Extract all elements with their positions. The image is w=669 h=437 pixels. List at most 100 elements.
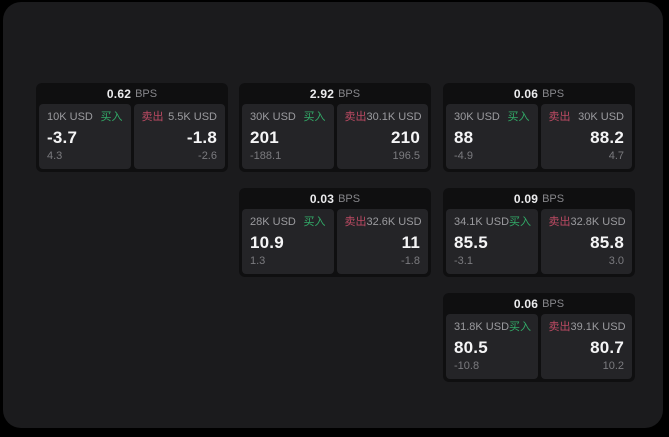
buy-quote-tile[interactable]: 10K USD 买入 -3.7 4.3 <box>39 104 131 169</box>
spread-value: 0.03 <box>309 191 335 206</box>
sell-side-label: 卖出 <box>344 216 367 228</box>
spread-unit: BPS <box>542 87 565 100</box>
sell-price: 11 <box>401 232 420 252</box>
quote-card: 0.62 BPS 10K USD 买入 -3.7 4.3 卖出 5.5K USD <box>36 83 228 172</box>
buy-delta: -188.1 <box>250 150 282 162</box>
buy-side-label: 买入 <box>509 321 532 333</box>
sell-tile-top: 卖出 30.1K USD <box>344 111 422 124</box>
sell-price: 80.7 <box>590 337 624 357</box>
quotes-board: 0.62 BPS 10K USD 买入 -3.7 4.3 卖出 5.5K USD <box>3 2 663 428</box>
quote-card: 0.06 BPS 31.8K USD 买入 80.5 -10.8 卖出 39.1… <box>443 293 635 382</box>
spread-header: 0.06 BPS <box>443 293 635 314</box>
spread-value: 0.62 <box>106 86 132 101</box>
sell-delta: 10.2 <box>602 360 624 372</box>
buy-side-label: 买入 <box>509 216 532 228</box>
spread-unit: BPS <box>135 87 158 100</box>
quote-card: 0.06 BPS 30K USD 买入 88 -4.9 卖出 30K USD <box>443 83 635 172</box>
buy-quote-tile[interactable]: 30K USD 买入 88 -4.9 <box>446 104 538 169</box>
buy-side-label: 买入 <box>100 111 123 123</box>
buy-size: 34.1K USD <box>454 216 510 228</box>
sell-price: -1.8 <box>186 127 217 147</box>
sell-price: 88.2 <box>590 127 624 147</box>
sell-delta: 196.5 <box>392 150 420 162</box>
sell-quote-tile[interactable]: 卖出 39.1K USD 80.7 10.2 <box>540 314 632 379</box>
sell-size: 32.6K USD <box>366 216 422 228</box>
buy-price: -3.7 <box>47 127 78 147</box>
buy-price: 201 <box>250 127 279 147</box>
spread-header: 0.03 BPS <box>239 188 431 209</box>
sell-size: 32.8K USD <box>570 216 626 228</box>
buy-size: 30K USD <box>250 111 296 123</box>
buy-quote-tile[interactable]: 30K USD 买入 201 -188.1 <box>242 104 334 169</box>
sell-size: 30.1K USD <box>366 111 422 123</box>
buy-side-label: 买入 <box>507 111 530 123</box>
quote-body: 28K USD 买入 10.9 1.3 卖出 32.6K USD 11 -1.8 <box>239 209 431 277</box>
buy-delta: 1.3 <box>250 255 266 267</box>
buy-tile-top: 28K USD 买入 <box>250 216 326 229</box>
quote-body: 30K USD 买入 201 -188.1 卖出 30.1K USD 210 1… <box>239 104 431 172</box>
sell-quote-tile[interactable]: 卖出 30K USD 88.2 4.7 <box>540 104 632 169</box>
sell-side-label: 卖出 <box>141 111 164 123</box>
sell-price: 210 <box>391 127 420 147</box>
sell-tile-top: 卖出 32.8K USD <box>548 216 626 229</box>
spread-header: 0.06 BPS <box>443 83 635 104</box>
buy-size: 31.8K USD <box>454 321 510 333</box>
spread-header: 0.09 BPS <box>443 188 635 209</box>
buy-price: 10.9 <box>250 232 284 252</box>
buy-quote-tile[interactable]: 28K USD 买入 10.9 1.3 <box>242 209 334 274</box>
sell-tile-top: 卖出 32.6K USD <box>344 216 422 229</box>
spread-unit: BPS <box>338 87 361 100</box>
buy-size: 10K USD <box>47 111 93 123</box>
sell-quote-tile[interactable]: 卖出 5.5K USD -1.8 -2.6 <box>133 104 225 169</box>
buy-delta: -4.9 <box>454 150 473 162</box>
sell-price: 85.8 <box>590 232 624 252</box>
quote-card: 0.03 BPS 28K USD 买入 10.9 1.3 卖出 32.6K US… <box>239 188 431 277</box>
buy-side-label: 买入 <box>303 111 326 123</box>
buy-delta: -10.8 <box>454 360 480 372</box>
sell-tile-top: 卖出 39.1K USD <box>548 321 626 334</box>
sell-size: 39.1K USD <box>570 321 626 333</box>
sell-size: 5.5K USD <box>168 111 217 123</box>
spread-header: 2.92 BPS <box>239 83 431 104</box>
sell-delta: 4.7 <box>608 150 624 162</box>
buy-tile-top: 34.1K USD 买入 <box>454 216 532 229</box>
spread-unit: BPS <box>542 297 565 310</box>
sell-quote-tile[interactable]: 卖出 32.8K USD 85.8 3.0 <box>540 209 632 274</box>
quote-card: 2.92 BPS 30K USD 买入 201 -188.1 卖出 30.1K … <box>239 83 431 172</box>
buy-tile-top: 30K USD 买入 <box>454 111 530 124</box>
quote-body: 30K USD 买入 88 -4.9 卖出 30K USD 88.2 4.7 <box>443 104 635 172</box>
sell-quote-tile[interactable]: 卖出 30.1K USD 210 196.5 <box>336 104 428 169</box>
spread-header: 0.62 BPS <box>36 83 228 104</box>
quote-body: 10K USD 买入 -3.7 4.3 卖出 5.5K USD -1.8 -2.… <box>36 104 228 172</box>
buy-delta: -3.1 <box>454 255 473 267</box>
sell-side-label: 卖出 <box>344 111 367 123</box>
spread-unit: BPS <box>542 192 565 205</box>
buy-quote-tile[interactable]: 31.8K USD 买入 80.5 -10.8 <box>446 314 538 379</box>
sell-tile-top: 卖出 5.5K USD <box>142 111 218 124</box>
quote-body: 34.1K USD 买入 85.5 -3.1 卖出 32.8K USD 85.8… <box>443 209 635 277</box>
buy-side-label: 买入 <box>303 216 326 228</box>
buy-delta: 4.3 <box>47 150 63 162</box>
quote-body: 31.8K USD 买入 80.5 -10.8 卖出 39.1K USD 80.… <box>443 314 635 382</box>
spread-unit: BPS <box>338 192 361 205</box>
sell-size: 30K USD <box>578 111 624 123</box>
sell-delta: -1.8 <box>401 255 420 267</box>
buy-price: 88 <box>454 127 474 147</box>
buy-size: 28K USD <box>250 216 296 228</box>
spread-value: 2.92 <box>309 86 335 101</box>
sell-side-label: 卖出 <box>548 216 571 228</box>
buy-tile-top: 31.8K USD 买入 <box>454 321 532 334</box>
sell-tile-top: 卖出 30K USD <box>549 111 625 124</box>
buy-tile-top: 10K USD 买入 <box>47 111 123 124</box>
sell-side-label: 卖出 <box>548 321 571 333</box>
spread-value: 0.09 <box>513 191 539 206</box>
spread-value: 0.06 <box>513 86 539 101</box>
spread-value: 0.06 <box>513 296 539 311</box>
sell-quote-tile[interactable]: 卖出 32.6K USD 11 -1.8 <box>336 209 428 274</box>
buy-size: 30K USD <box>454 111 500 123</box>
sell-delta: -2.6 <box>198 150 217 162</box>
buy-tile-top: 30K USD 买入 <box>250 111 326 124</box>
buy-quote-tile[interactable]: 34.1K USD 买入 85.5 -3.1 <box>446 209 538 274</box>
sell-delta: 3.0 <box>608 255 624 267</box>
